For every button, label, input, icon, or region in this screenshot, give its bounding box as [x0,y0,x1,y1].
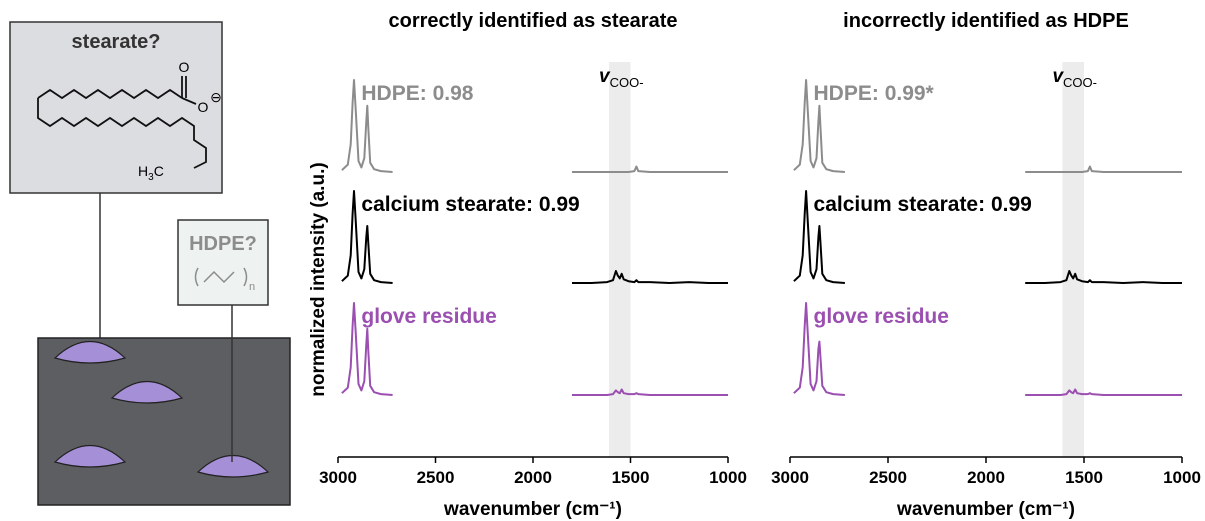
series-label: calcium stearate: 0.99 [814,193,1032,216]
spectrum [793,190,1182,284]
x-tick-label: 1500 [612,468,650,487]
bond [181,97,197,105]
atom-sub: 3 [148,172,154,183]
panel-title: incorrectly identified as HDPE [843,10,1129,32]
atom: O [179,59,190,75]
chain [37,88,183,100]
stearate-box [9,21,223,194]
residue-drop [196,454,270,478]
x-tick-label: 3000 [319,468,357,487]
x-tick-label: 1000 [709,468,747,487]
charge: ⊖ [210,89,222,105]
series-label: calcium stearate: 0.99 [361,193,579,216]
chain [37,98,207,169]
band-label: vCOO- [599,66,644,90]
hdpe-label: HDPE? [189,233,257,255]
x-axis-label: wavenumber (cm⁻¹) [896,499,1075,520]
band [1062,62,1084,457]
y-axis-label: normalized intensity (a.u.) [308,162,329,396]
band-label-sub: COO- [610,75,644,90]
atom: C [154,163,164,179]
x-tick-label: 1000 [1163,468,1201,487]
atom: H [138,163,148,179]
x-tick-label: 3000 [771,468,809,487]
x-tick-label: 2000 [967,468,1005,487]
spectrum [341,79,728,173]
spectrum [793,302,1182,396]
series-label: HDPE: 0.99* [814,82,935,105]
series-label: glove residue [361,305,496,328]
x-tick-label: 1500 [1065,468,1103,487]
band-label-sub: COO- [1063,75,1097,90]
residue-drop [53,444,127,468]
methyl: H3C [138,163,164,183]
panel-title: correctly identified as stearate [388,10,677,32]
hdpe-box [177,219,269,306]
spectrum [793,79,1182,173]
stearate-label: stearate? [72,31,161,53]
band-label-main: v [1052,66,1064,87]
hdpe-structure [194,267,248,287]
atom: O [198,99,209,115]
x-tick-label: 2500 [869,468,907,487]
spectrum [341,190,728,284]
x-tick-label: 2000 [514,468,552,487]
spectrum [341,302,728,396]
band-label: vCOO- [1052,66,1097,90]
band [609,62,631,457]
x-tick-label: 2500 [417,468,455,487]
surface [37,337,291,506]
series-label: HDPE: 0.98 [361,82,473,105]
x-axis-label: wavenumber (cm⁻¹) [443,499,622,520]
residue-drop [53,340,127,364]
repeat-sub: n [249,281,255,293]
series-label: glove residue [814,305,949,328]
residue-drop [110,380,184,404]
band-label-main: v [599,66,611,87]
